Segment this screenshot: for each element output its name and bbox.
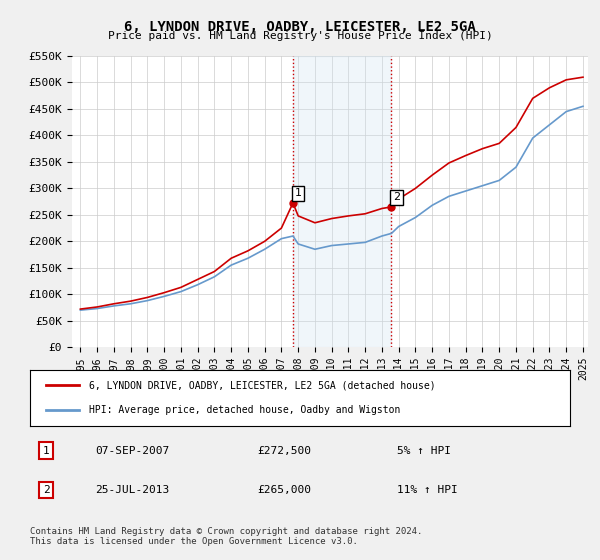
Text: Contains HM Land Registry data © Crown copyright and database right 2024.
This d: Contains HM Land Registry data © Crown c… [30, 526, 422, 546]
Text: 07-SEP-2007: 07-SEP-2007 [95, 446, 169, 456]
Text: 11% ↑ HPI: 11% ↑ HPI [397, 485, 458, 495]
Text: Price paid vs. HM Land Registry's House Price Index (HPI): Price paid vs. HM Land Registry's House … [107, 31, 493, 41]
Bar [293, 56, 391, 347]
Text: £272,500: £272,500 [257, 446, 311, 456]
Text: 2: 2 [43, 485, 50, 495]
Text: 1: 1 [43, 446, 50, 456]
Text: 6, LYNDON DRIVE, OADBY, LEICESTER, LE2 5GA (detached house): 6, LYNDON DRIVE, OADBY, LEICESTER, LE2 5… [89, 380, 436, 390]
Text: 1: 1 [295, 188, 302, 198]
Text: 2: 2 [393, 193, 400, 202]
Text: £265,000: £265,000 [257, 485, 311, 495]
Text: HPI: Average price, detached house, Oadby and Wigston: HPI: Average price, detached house, Oadb… [89, 405, 401, 415]
Text: 6, LYNDON DRIVE, OADBY, LEICESTER, LE2 5GA: 6, LYNDON DRIVE, OADBY, LEICESTER, LE2 5… [124, 20, 476, 34]
Text: 25-JUL-2013: 25-JUL-2013 [95, 485, 169, 495]
Text: 5% ↑ HPI: 5% ↑ HPI [397, 446, 451, 456]
